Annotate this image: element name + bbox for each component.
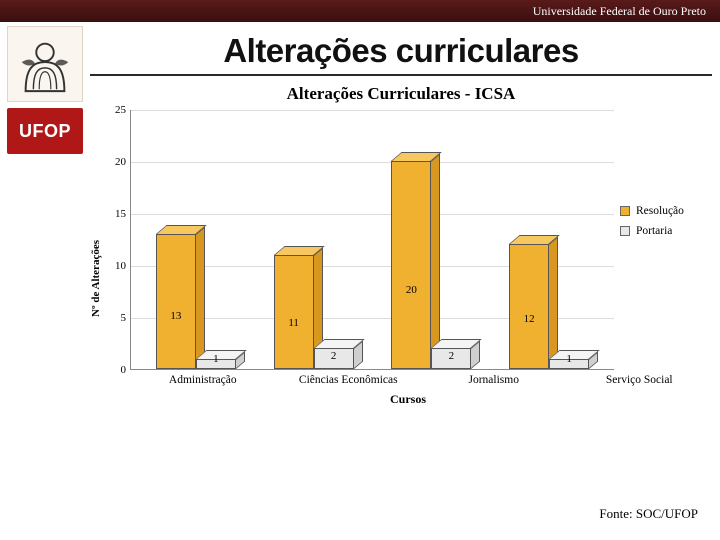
bar-value-label: 1 bbox=[566, 353, 572, 365]
plot: 131112202121 bbox=[130, 110, 614, 370]
y-axis-label: Nº de Alterações bbox=[90, 200, 102, 317]
bar: 1 bbox=[549, 359, 589, 369]
bar: 13 bbox=[156, 234, 196, 369]
bar: 11 bbox=[274, 255, 314, 369]
bar: 2 bbox=[314, 348, 354, 369]
bars-row: 131112202121 bbox=[131, 110, 614, 369]
bar-value-label: 2 bbox=[449, 350, 455, 362]
legend: Resolução Portaria bbox=[620, 205, 712, 275]
legend-label: Resolução bbox=[636, 205, 684, 217]
y-tick-label: 20 bbox=[115, 156, 126, 168]
bar-group: 12 1 bbox=[501, 244, 597, 369]
y-tick-label: 25 bbox=[115, 104, 126, 116]
bar-group: 11 2 bbox=[266, 255, 362, 369]
bar-group: 20 2 bbox=[383, 161, 479, 369]
source-text: Fonte: SOC/UFOP bbox=[599, 506, 698, 522]
x-tick-label: Jornalismo bbox=[440, 374, 548, 386]
legend-swatch bbox=[620, 226, 630, 236]
chart-area: 0510152025 131112202121 ResoluçãoPortari… bbox=[104, 110, 712, 407]
x-tick-label: Serviço Social bbox=[585, 374, 693, 386]
main-content: Alterações curriculares Alterações Curri… bbox=[90, 26, 712, 532]
ufop-logo: UFOP bbox=[7, 108, 83, 154]
y-tick-label: 10 bbox=[115, 260, 126, 272]
sidebar: UFOP bbox=[0, 22, 90, 154]
bar-value-label: 2 bbox=[331, 350, 337, 362]
chart-title: Alterações Curriculares - ICSA bbox=[90, 84, 712, 104]
y-tick-label: 5 bbox=[121, 312, 127, 324]
bar: 2 bbox=[431, 348, 471, 369]
bar-value-label: 11 bbox=[288, 317, 299, 329]
y-axis: 0510152025 bbox=[104, 110, 130, 370]
bar-group: 13 1 bbox=[148, 234, 244, 369]
legend-swatch bbox=[620, 206, 630, 216]
chart: Nº de Alterações 0510152025 131112202121… bbox=[90, 110, 712, 407]
bar: 20 bbox=[391, 161, 431, 369]
page-title: Alterações curriculares bbox=[90, 32, 712, 70]
x-axis: Administração Ciências Econômicas Jornalis… bbox=[104, 374, 712, 386]
x-tick-label: Ciências Econômicas bbox=[294, 374, 402, 386]
ufop-label: UFOP bbox=[19, 121, 71, 142]
plot-row: 0510152025 131112202121 ResoluçãoPortari… bbox=[104, 110, 712, 370]
crest-logo bbox=[7, 26, 83, 102]
legend-label: Portaria bbox=[636, 225, 672, 237]
bar-value-label: 12 bbox=[524, 313, 535, 325]
x-axis-label: Cursos bbox=[104, 392, 712, 407]
y-tick-label: 15 bbox=[115, 208, 126, 220]
legend-item: Portaria bbox=[620, 225, 712, 237]
title-rule bbox=[90, 74, 712, 76]
bar-value-label: 1 bbox=[213, 353, 219, 365]
bar-value-label: 20 bbox=[406, 284, 417, 296]
bar-value-label: 13 bbox=[170, 310, 181, 322]
topbar: Universidade Federal de Ouro Preto bbox=[0, 0, 720, 22]
bar: 1 bbox=[196, 359, 236, 369]
legend-item: Resolução bbox=[620, 205, 712, 217]
university-name: Universidade Federal de Ouro Preto bbox=[533, 4, 706, 19]
bar: 12 bbox=[509, 244, 549, 369]
crest-icon bbox=[14, 33, 76, 95]
y-tick-label: 0 bbox=[121, 364, 127, 376]
x-tick-label: Administração bbox=[149, 374, 257, 386]
